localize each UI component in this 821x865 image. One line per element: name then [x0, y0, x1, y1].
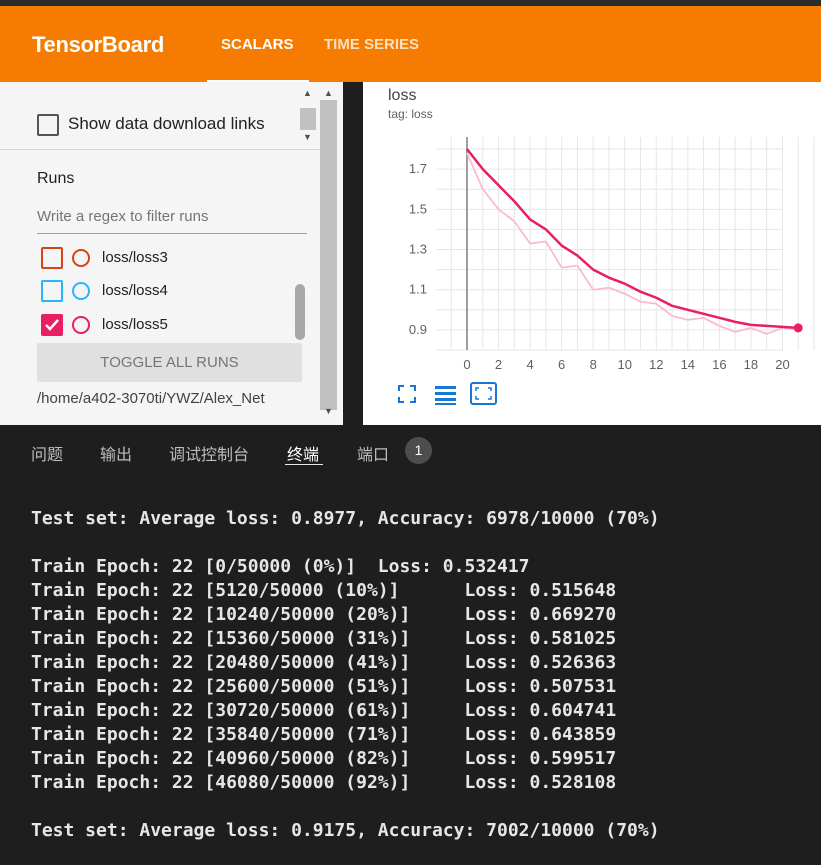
x-tick-label: 10 — [617, 357, 631, 372]
terminal-line: Test set: Average loss: 0.9175, Accuracy… — [31, 820, 660, 841]
run-label: loss/loss5 — [102, 316, 168, 333]
app-brand: TensorBoard — [32, 32, 164, 57]
terminal-line: Train Epoch: 22 [15360/50000 (31%)] Loss… — [31, 628, 617, 649]
show-download-links-checkbox[interactable] — [37, 114, 59, 136]
runs-scrollbar-thumb[interactable] — [295, 284, 305, 340]
tab-output[interactable]: 输出 — [100, 447, 133, 464]
terminal-line: Train Epoch: 22 [40960/50000 (82%)] Loss… — [31, 748, 617, 769]
tab-problems[interactable]: 问题 — [31, 447, 64, 464]
chart-series — [466, 148, 803, 335]
fit-domain-icon[interactable] — [470, 382, 497, 405]
run-color-circle-icon — [72, 282, 90, 300]
runs-title: Runs — [37, 170, 75, 187]
smoothed-series-line — [466, 148, 799, 330]
x-tick-label: 18 — [744, 357, 758, 372]
x-axis-ticks: 0 2 4 6 8 10 12 14 16 18 20 — [463, 357, 789, 372]
terminal-output[interactable]: Test set: Average loss: 0.8977, Accuracy… — [31, 507, 660, 843]
run-label: loss/loss4 — [102, 282, 168, 299]
terminal-line: Train Epoch: 22 [35840/50000 (71%)] Loss… — [31, 724, 617, 745]
terminal-tab-indicator — [285, 464, 323, 465]
terminal-line: Train Epoch: 22 [30720/50000 (61%)] Loss… — [31, 700, 617, 721]
tab-scalars[interactable]: SCALARS — [221, 36, 294, 53]
run-label: loss/loss3 — [102, 249, 168, 266]
x-tick-label: 4 — [526, 357, 533, 372]
terminal-line: Train Epoch: 22 [20480/50000 (41%)] Loss… — [31, 652, 617, 673]
y-tick-label: 1.5 — [409, 201, 427, 216]
terminal-panel: 问题 输出 调试控制台 终端 端口 1 Test set: Average lo… — [0, 425, 821, 865]
regex-input-underline — [37, 233, 307, 234]
raw-series-line — [466, 152, 799, 335]
terminal-line: Train Epoch: 22 [5120/50000 (10%)] Loss:… — [31, 580, 617, 601]
terminal-line: Train Epoch: 22 [46080/50000 (92%)] Loss… — [31, 772, 617, 793]
sidebar-scrollbar[interactable] — [320, 100, 337, 410]
y-tick-label: 1.7 — [409, 161, 427, 176]
sidebar-scroll-up-icon[interactable]: ▲ — [324, 88, 333, 98]
sidebar-content: Show data download links Runs Write a re… — [0, 82, 320, 425]
y-tick-label: 1.3 — [409, 242, 427, 257]
fullscreen-icon[interactable] — [398, 385, 416, 403]
x-tick-label: 2 — [495, 357, 502, 372]
run-color-circle-icon — [72, 249, 90, 267]
active-tab-indicator — [207, 80, 309, 83]
last-point-marker — [793, 323, 803, 333]
check-icon — [45, 319, 59, 331]
runs-regex-input[interactable]: Write a regex to filter runs — [37, 208, 209, 225]
logdir-path: /home/a402-3070ti/YWZ/Alex_Net — [37, 390, 265, 407]
run-row-loss4[interactable]: loss/loss4 — [0, 280, 320, 304]
chart-grid — [436, 137, 815, 351]
terminal-line: Train Epoch: 22 [0/50000 (0%)] Loss: 0.5… — [31, 556, 530, 577]
x-tick-label: 0 — [463, 357, 470, 372]
tab-ports[interactable]: 端口 — [357, 447, 390, 464]
app-header: TensorBoard SCALARS TIME SERIES — [0, 6, 821, 83]
x-tick-label: 8 — [590, 357, 597, 372]
y-tick-label: 1.1 — [409, 282, 427, 297]
run-row-loss3[interactable]: loss/loss3 — [0, 247, 320, 271]
x-tick-label: 20 — [775, 357, 789, 372]
terminal-line: Test set: Average loss: 0.8977, Accuracy… — [31, 508, 660, 529]
tab-terminal[interactable]: 终端 — [287, 447, 320, 464]
run-checkbox-checked[interactable] — [41, 314, 63, 336]
chart-tag: tag: loss — [388, 107, 433, 121]
y-tick-label: 0.9 — [409, 322, 427, 337]
x-tick-label: 16 — [712, 357, 726, 372]
data-table-icon[interactable] — [435, 386, 456, 405]
x-tick-label: 12 — [649, 357, 663, 372]
tab-debug-console[interactable]: 调试控制台 — [169, 447, 250, 464]
run-row-loss5[interactable]: loss/loss5 — [0, 314, 320, 338]
y-axis-ticks: 0.9 1.1 1.3 1.5 1.7 — [409, 161, 427, 337]
sidebar-divider — [0, 149, 320, 150]
x-tick-label: 14 — [681, 357, 695, 372]
loss-chart[interactable]: 0.9 1.1 1.3 1.5 1.7 0 2 4 6 8 10 12 14 16 18 20 — [363, 82, 821, 425]
run-color-circle-icon — [72, 316, 90, 334]
scalar-chart-card: loss tag: loss 0.9 1.1 1.3 1.5 1.7 0 2 4 6 8 10 12… — [363, 82, 821, 425]
ports-count-badge: 1 — [405, 437, 432, 464]
sidebar-scroll-down-icon[interactable]: ▼ — [324, 406, 333, 416]
x-tick-label: 6 — [558, 357, 565, 372]
toggle-all-runs-button[interactable]: TOGGLE ALL RUNS — [37, 343, 302, 382]
upper-scrollbar-thumb[interactable] — [300, 108, 316, 130]
show-download-links-label: Show data download links — [68, 114, 265, 133]
run-checkbox[interactable] — [41, 280, 63, 302]
terminal-line: Train Epoch: 22 [10240/50000 (20%)] Loss… — [31, 604, 617, 625]
run-checkbox[interactable] — [41, 247, 63, 269]
sidebar: Show data download links Runs Write a re… — [0, 82, 343, 425]
window-top-strip — [0, 0, 821, 6]
tab-time-series[interactable]: TIME SERIES — [324, 36, 420, 53]
scroll-down-arrow-icon[interactable]: ▼ — [303, 132, 312, 142]
chart-title: loss — [388, 87, 417, 104]
terminal-line: Train Epoch: 22 [25600/50000 (51%)] Loss… — [31, 676, 617, 697]
scroll-up-arrow-icon[interactable]: ▲ — [303, 88, 312, 98]
